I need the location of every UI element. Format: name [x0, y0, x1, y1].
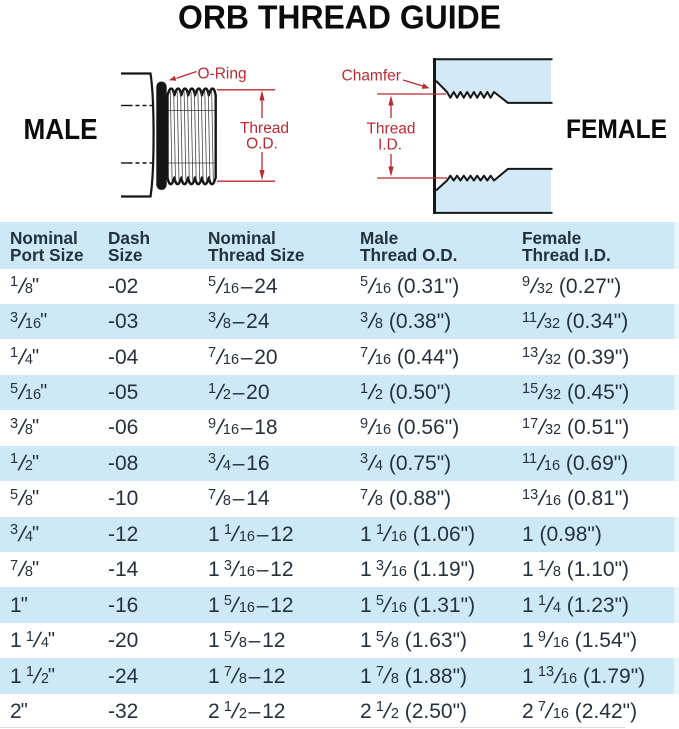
- svg-text:Thread: Thread: [366, 121, 415, 138]
- svg-text:Chamfer: Chamfer: [342, 68, 401, 85]
- svg-text:O-Ring: O-Ring: [198, 66, 247, 83]
- svg-text:ORB THREAD GUIDE: ORB THREAD GUIDE: [178, 0, 501, 36]
- svg-text:Thread: Thread: [240, 120, 289, 137]
- svg-text:I.D.: I.D.: [378, 137, 402, 154]
- svg-text:O.D.: O.D.: [246, 136, 278, 153]
- svg-text:MALE: MALE: [24, 114, 98, 146]
- svg-text:FEMALE: FEMALE: [566, 114, 667, 144]
